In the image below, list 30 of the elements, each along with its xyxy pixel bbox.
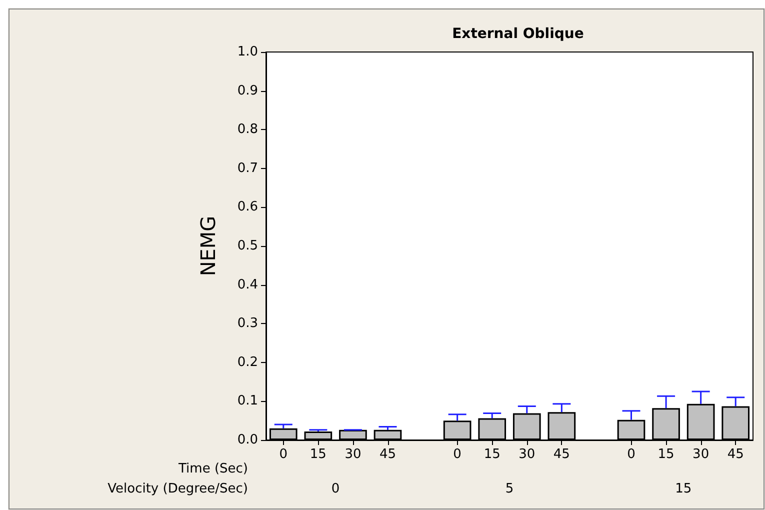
- x-tick-label: 0: [279, 447, 288, 462]
- x-tick-label: 0: [453, 447, 462, 462]
- y-tick-label: 0.7: [237, 160, 258, 176]
- text: Velocity (Degree/Sec): [108, 482, 248, 496]
- y-tick-label: 0.8: [237, 122, 258, 138]
- text: 0: [331, 482, 340, 496]
- x-tick-label: 0: [627, 447, 636, 462]
- x-tick-label: 15: [310, 447, 326, 462]
- x-tick-label: 30: [692, 447, 710, 462]
- y-tick-label: 0.9: [237, 83, 258, 98]
- y-tick-label: 0.0: [237, 432, 258, 448]
- y-axis-title: NEMG: [196, 216, 220, 276]
- text: Time (Sec): [178, 462, 248, 476]
- y-tick-label: 1.0: [237, 44, 258, 60]
- chart-title: External Oblique: [452, 26, 584, 42]
- y-tick-label: 0.6: [237, 200, 258, 215]
- text: 5: [505, 482, 514, 496]
- y-tick-label: 0.2: [237, 354, 258, 370]
- x-tick-label: 15: [484, 447, 500, 462]
- y-tick-label: 0.3: [237, 316, 258, 332]
- x-tick-label: 45: [553, 447, 570, 462]
- y-tick-label: 0.1: [237, 394, 258, 409]
- x-tick-label: 45: [727, 447, 744, 462]
- text: 15: [675, 482, 692, 496]
- x-tick-label: 15: [658, 447, 674, 462]
- x-tick-label: 45: [379, 447, 396, 462]
- y-tick-label: 0.5: [237, 238, 258, 254]
- x-tick-label: 30: [344, 447, 362, 462]
- x-tick-label: 30: [518, 447, 536, 462]
- y-tick-label: 0.4: [237, 277, 258, 292]
